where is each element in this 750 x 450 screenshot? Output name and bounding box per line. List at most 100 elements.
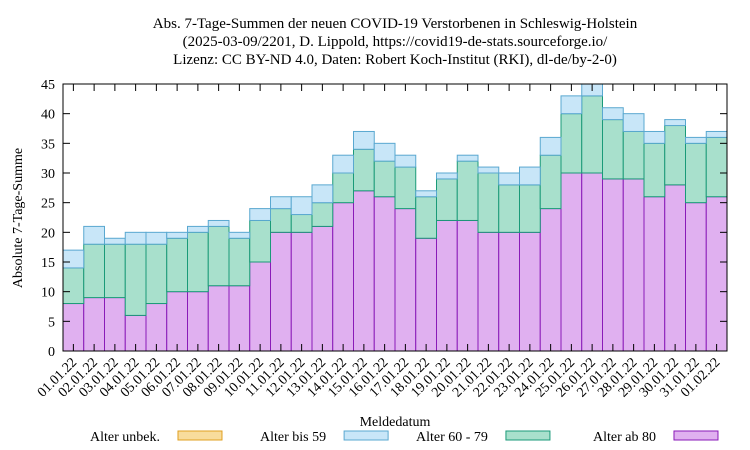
bar-segment <box>332 172 354 204</box>
bar-segment <box>477 231 500 352</box>
bar-segment <box>353 148 375 192</box>
legend-swatch <box>343 430 389 441</box>
bar-segment <box>705 130 728 138</box>
bar-segment <box>498 231 520 352</box>
bar-segment <box>519 166 541 186</box>
title-line-3: Lizenz: CC BY-ND 4.0, Daten: Robert Koch… <box>173 52 617 68</box>
y-tick-label: 10 <box>41 286 55 301</box>
legend-label: Alter ab 80 <box>593 430 656 445</box>
legend-item: Alter 60 - 79 <box>416 430 551 445</box>
bar-segment <box>622 178 645 352</box>
bar-segment <box>643 142 666 198</box>
bar-segment <box>249 208 271 221</box>
bar-segment <box>664 125 686 186</box>
bar-segment <box>83 225 105 245</box>
y-tick-label: 5 <box>48 315 55 330</box>
title-line-2: (2025-03-09/2201, D. Lippold, https://co… <box>183 34 608 50</box>
bar-segment <box>249 219 271 263</box>
bar-segment <box>394 166 417 210</box>
bars-layer <box>62 83 728 352</box>
bar-segment <box>166 291 188 352</box>
y-tick-label: 30 <box>41 167 55 182</box>
bar-segment <box>311 202 334 227</box>
series-alter-60-79 <box>62 95 728 316</box>
bar-segment <box>436 178 458 221</box>
plot-frame <box>62 83 728 352</box>
x-axis-label: Meldedatum <box>360 415 431 430</box>
legend-label: Alter bis 59 <box>260 430 326 445</box>
bar-segment <box>560 95 583 115</box>
bar-segment <box>415 190 437 198</box>
bar-segment <box>456 160 479 221</box>
bar-segment <box>124 243 147 316</box>
bar-segment <box>270 231 292 352</box>
bar-segment <box>83 297 105 352</box>
bar-segment <box>311 184 334 204</box>
bar-segment <box>187 231 209 293</box>
bar-segment <box>519 184 541 233</box>
bar-segment <box>685 202 707 352</box>
bar-segment <box>685 142 707 204</box>
bar-segment <box>622 130 645 180</box>
bar-segment <box>104 243 126 299</box>
bar-segment <box>83 243 105 299</box>
bar-segment <box>353 130 375 150</box>
bar-segment <box>602 178 624 352</box>
bar-segment <box>228 285 251 352</box>
bar-segment <box>290 214 313 233</box>
series-alter-bis-59 <box>62 83 728 269</box>
bar-segment <box>498 172 520 186</box>
bar-segment <box>290 196 313 216</box>
bar-segment <box>353 190 375 352</box>
bar-segment <box>519 231 541 352</box>
bar-segment <box>498 184 520 233</box>
y-tick-label: 45 <box>41 78 55 93</box>
bar-segment <box>602 107 624 121</box>
title-line-1: Abs. 7-Tage-Summen der neuen COVID-19 Ve… <box>153 16 638 32</box>
y-tick-label: 20 <box>41 226 55 241</box>
bar-segment <box>187 225 209 233</box>
bar-segment <box>415 237 437 352</box>
y-tick-label: 15 <box>41 256 55 271</box>
y-tick-label: 40 <box>41 108 55 123</box>
bar-segment <box>539 154 562 210</box>
bar-segment <box>394 208 417 352</box>
bar-segment <box>664 119 686 127</box>
bar-segment <box>664 184 686 352</box>
bar-segment <box>332 202 354 352</box>
bar-segment <box>207 285 230 352</box>
bar-segment <box>539 208 562 352</box>
legend-label: Alter 60 - 79 <box>416 430 488 445</box>
y-tick-label: 35 <box>41 137 55 152</box>
bar-segment <box>394 154 417 168</box>
legend-item: Alter bis 59 <box>260 430 389 445</box>
bar-segment <box>104 297 126 352</box>
bar-segment <box>705 196 728 352</box>
bar-segment <box>477 166 500 174</box>
bar-segment <box>560 172 583 352</box>
legend: Alter unbek. Alter bis 59 Alter 60 - 79 Alt… <box>90 430 719 445</box>
bar-segment <box>62 267 85 305</box>
bar-segment <box>270 208 292 233</box>
bar-segment <box>602 119 624 180</box>
legend-swatch <box>177 430 223 441</box>
bar-segment <box>539 136 562 156</box>
bar-segment <box>622 113 645 132</box>
bar-segment <box>581 172 603 352</box>
bar-segment <box>373 196 396 352</box>
bar-segment <box>249 261 271 352</box>
y-axis-label: Absolute 7-Tage-Summe <box>11 148 26 288</box>
bar-segment <box>104 237 126 245</box>
legend-swatch <box>505 430 551 441</box>
bar-segment <box>685 136 707 144</box>
bar-segment <box>207 225 230 287</box>
bar-segment <box>145 231 168 245</box>
bar-segment <box>124 231 147 245</box>
bar-segment <box>581 95 603 174</box>
y-tick-label: 25 <box>41 197 55 212</box>
bar-segment <box>166 237 188 293</box>
legend-item: Alter ab 80 <box>593 430 719 445</box>
bar-segment <box>643 130 666 144</box>
legend-label: Alter unbek. <box>90 430 160 445</box>
